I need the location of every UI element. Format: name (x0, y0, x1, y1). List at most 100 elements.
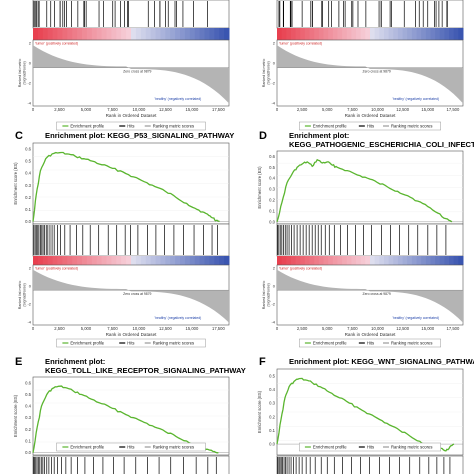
x-tick-label: 15,000 (421, 107, 434, 112)
heatmap-cell-C (140, 256, 147, 265)
x-tick-label: 7,500 (347, 326, 358, 331)
heatmap-cell-D (421, 256, 427, 265)
x-tick-label: 2,500 (297, 107, 308, 112)
legend-box (56, 121, 206, 131)
heatmap-cell-B (286, 28, 292, 40)
heatmap-cell-A (145, 28, 152, 40)
heatmap-cell-D (314, 256, 320, 265)
x-tick-label: 2,500 (54, 107, 65, 112)
panel-title-D: Enrichment plot: (289, 131, 349, 140)
x-tick-label: 17,500 (447, 107, 460, 112)
heatmap-cell-B (309, 28, 315, 40)
heatmap-cell-D (286, 256, 292, 265)
heatmap-cell-A (57, 28, 63, 40)
heatmap-cell-B (458, 28, 464, 40)
heatmap-cell-D (407, 256, 413, 265)
heatmap-cell-B (318, 28, 324, 40)
heatmap-cell-C (199, 256, 205, 265)
legend-box (299, 338, 441, 348)
x-tick-label: 0 (276, 326, 279, 331)
heatmap-cell-C (57, 256, 63, 265)
heatmap-cell-D (453, 256, 459, 265)
legend-enrichment-label: Enrichment profile (313, 341, 347, 346)
rank-axis-label: Ranked list metric (18, 59, 22, 88)
heatmap-cell-D (300, 256, 306, 265)
heatmap-cell-B (393, 28, 399, 40)
x-tick-label: 0 (32, 107, 35, 112)
legend-hits-label: Hits (127, 445, 134, 450)
heatmap-cell-C (219, 256, 225, 265)
heatmap-cell-B (323, 28, 329, 40)
heatmap-cell-D (277, 256, 283, 265)
legend-ranking-label: Ranking metric scores (153, 445, 194, 450)
rank-tick-label: -2 (271, 81, 275, 86)
heatmap-cell-D (449, 256, 455, 265)
x-tick-label: 5,000 (322, 107, 333, 112)
heatmap-cell-B (416, 28, 422, 40)
x-tick-label: 10,000 (371, 326, 384, 331)
x-tick-label: 12,500 (159, 326, 172, 331)
panel-title-E: Enrichment plot: (45, 357, 105, 366)
enrichment-profile-line-D (276, 158, 453, 223)
heatmap-cell-A (116, 28, 122, 40)
legend-hits-label: Hits (127, 341, 134, 346)
x-axis-label: Rank in Ordered Dataset (345, 113, 397, 118)
x-tick-label: 15,000 (186, 326, 199, 331)
heatmap-cell-C (135, 256, 142, 265)
ranking-metric-area-D (277, 269, 463, 323)
es-tick-label: 0.6 (269, 154, 275, 159)
heatmap-cell-D (435, 256, 441, 265)
heatmap-cell-D (332, 256, 338, 265)
es-tick-label: 0.2 (25, 195, 31, 200)
rank-tick-label: 0 (273, 61, 276, 66)
heatmap-cell-D (388, 256, 394, 265)
es-axis-label: Enrichment score (ES) (257, 166, 262, 209)
heatmap-cell-A (135, 28, 142, 40)
heatmap-cell-B (277, 28, 283, 40)
panel-title-C: Enrichment plot: KEGG_P53_SIGNALING_PATH… (45, 131, 234, 140)
heatmap-cell-B (351, 28, 357, 40)
heatmap-cell-A (42, 28, 49, 40)
ranking-metric-area-A (33, 45, 229, 104)
heatmap-cell-D (295, 256, 301, 265)
x-tick-label: 17,500 (212, 107, 225, 112)
panel-E: E Enrichment plot:KEGG_TOLL_LIKE_RECEPTOR… (13, 356, 246, 474)
heatmap-cell-D (304, 256, 311, 265)
rank-axis-label: (Signal2Noise) (267, 61, 271, 85)
x-tick-label: 12,500 (396, 326, 409, 331)
heatmap-cell-D (281, 256, 287, 265)
heatmap-cell-C (150, 256, 156, 265)
es-tick-label: 0.6 (25, 147, 31, 152)
legend-hits-label: Hits (367, 124, 374, 129)
heatmap-cell-C (72, 256, 78, 265)
heatmap-cell-C (170, 256, 176, 265)
heatmap-cell-B (314, 28, 320, 40)
es-tick-label: 0.4 (25, 404, 31, 409)
heatmap-cell-C (101, 256, 107, 265)
heatmap-cell-C (189, 256, 196, 265)
rank-tick-label: -4 (27, 320, 31, 325)
heatmap-cell-B (332, 28, 338, 40)
heatmap-cell-D (342, 256, 348, 265)
rank-tick-label: -4 (271, 320, 275, 325)
x-tick-label: 5,000 (81, 326, 92, 331)
heatmap-cell-D (402, 256, 408, 265)
x-axis-label: Rank in Ordered Dataset (345, 332, 397, 337)
x-tick-label: 0 (32, 326, 35, 331)
heatmap-cell-A (165, 28, 171, 40)
enrichment-profile-line-C (32, 151, 220, 223)
hits-frame-E (32, 455, 230, 474)
heatmap-cell-B (290, 28, 297, 40)
es-tick-label: 0.3 (269, 401, 275, 406)
heatmap-cell-B (356, 28, 362, 40)
heatmap-cell-B (411, 28, 417, 40)
heatmap-cell-B (295, 28, 301, 40)
legend-box (56, 338, 206, 348)
heatmap-cell-C (209, 256, 215, 265)
heatmap-cell-D (290, 256, 297, 265)
legend-enrichment-label: Enrichment profile (70, 124, 104, 129)
rank-tick-label: -2 (271, 302, 275, 307)
panel-F: F Enrichment plot: KEGG_WNT_SIGNALING_PAT… (257, 356, 474, 474)
heatmap-cell-A (209, 28, 215, 40)
heatmap-cell-D (360, 256, 366, 265)
